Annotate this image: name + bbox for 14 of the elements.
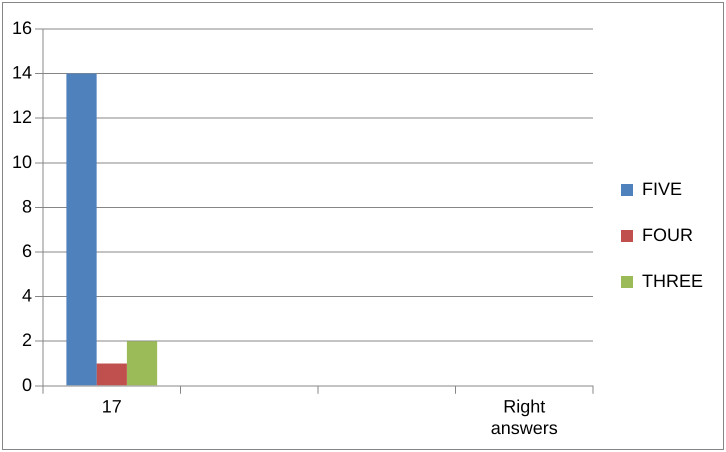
y-tick-label: 12 (12, 107, 32, 128)
x-tick-label: Right answers (490, 396, 558, 438)
y-tick-label: 14 (12, 62, 32, 83)
y-tick-label: 0 (22, 374, 32, 395)
y-tick-label: 8 (22, 196, 32, 216)
legend-label: FIVE (642, 178, 682, 199)
x-tick-label: 17 (102, 396, 122, 417)
y-tick-label: 4 (22, 286, 32, 306)
legend-label: THREE (642, 270, 704, 291)
y-tick-label: 6 (22, 240, 32, 261)
y-tick-label: 2 (22, 330, 32, 350)
y-tick-label: 16 (12, 18, 32, 38)
legend-label: FOUR (642, 224, 693, 245)
y-tick-label: 10 (12, 152, 32, 172)
